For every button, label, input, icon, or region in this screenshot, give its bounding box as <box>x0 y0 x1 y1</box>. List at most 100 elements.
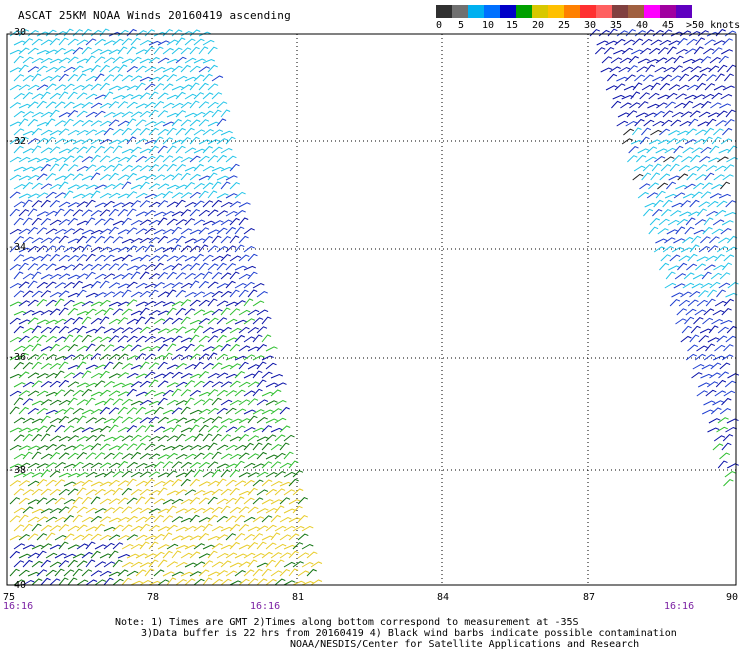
wind-barb <box>714 344 726 352</box>
wind-barb <box>265 418 278 424</box>
wind-barb <box>18 427 31 433</box>
wind-barb <box>713 128 724 136</box>
wind-barb <box>13 472 26 478</box>
wind-barb <box>121 238 134 244</box>
wind-barb <box>139 523 150 532</box>
wind-barb <box>36 227 48 235</box>
wind-barb <box>72 444 84 451</box>
wind-barb <box>668 84 681 91</box>
wind-barb <box>711 184 723 190</box>
wind-barb <box>180 517 193 523</box>
wind-barb <box>703 48 715 55</box>
wind-barb <box>139 181 150 190</box>
wind-barb <box>180 172 191 181</box>
wind-barb <box>85 541 96 550</box>
wind-barb <box>207 335 219 343</box>
wind-barb <box>112 416 124 424</box>
wind-barb <box>641 38 653 46</box>
wind-barb <box>713 85 726 91</box>
wind-barb <box>36 445 49 451</box>
wind-barb <box>202 129 214 136</box>
wind-barb <box>94 202 107 208</box>
wind-barb <box>27 462 40 469</box>
wind-barb <box>184 166 197 172</box>
wind-barb <box>22 559 33 568</box>
wind-barb <box>211 433 222 442</box>
wind-barb <box>166 74 177 82</box>
wind-barb <box>707 337 720 343</box>
wind-barb <box>639 183 651 190</box>
wind-barb <box>139 127 150 136</box>
wind-barb <box>76 415 87 424</box>
wind-barb <box>297 515 308 523</box>
wind-barb <box>85 235 96 244</box>
wind-barb <box>211 166 224 172</box>
wind-barb <box>76 39 89 46</box>
wind-barb <box>18 209 30 217</box>
wind-barb <box>103 452 115 460</box>
wind-barb <box>45 191 57 199</box>
wind-barb <box>601 56 613 64</box>
wind-barb <box>292 505 303 514</box>
wind-barb <box>130 525 143 532</box>
wind-barb <box>108 172 119 181</box>
wind-barb <box>256 326 268 334</box>
wind-barb <box>198 444 211 451</box>
wind-barb <box>708 418 721 424</box>
wind-barb <box>202 165 215 172</box>
wind-barb <box>229 182 240 190</box>
wind-barb <box>247 309 260 316</box>
wind-barb <box>310 579 323 586</box>
wind-barb <box>265 524 277 532</box>
wind-barb <box>653 246 666 253</box>
wind-barb <box>166 364 179 370</box>
wind-barb <box>63 66 76 73</box>
wind-barb <box>76 235 87 244</box>
wind-barb <box>180 264 192 271</box>
wind-barb <box>40 129 53 136</box>
wind-barb <box>256 451 267 460</box>
wind-barb <box>654 66 667 73</box>
wind-barb <box>270 514 281 523</box>
wind-barb <box>712 219 725 226</box>
wind-barb <box>103 235 114 244</box>
wind-barb <box>198 371 209 379</box>
wind-barb <box>81 119 93 127</box>
wind-barb <box>220 219 233 226</box>
wind-barb <box>157 472 170 478</box>
wind-barb <box>67 184 80 190</box>
wind-barb <box>193 325 204 334</box>
wind-barb <box>31 343 42 352</box>
lon-label-81: 81 <box>292 592 305 603</box>
wind-barb <box>63 118 74 127</box>
wind-barb <box>63 569 75 577</box>
wind-barb <box>31 217 42 226</box>
wind-barb <box>117 427 130 433</box>
wind-barb <box>688 74 700 82</box>
wind-barb <box>632 127 642 136</box>
wind-barb <box>94 235 105 244</box>
wind-barb <box>657 94 670 100</box>
wind-barb <box>36 533 48 541</box>
wind-barb <box>180 209 192 217</box>
wind-barb <box>40 199 51 208</box>
wind-barb <box>234 265 247 271</box>
wind-barb <box>713 174 725 181</box>
wind-barb <box>724 211 737 217</box>
wind-barb <box>99 28 110 37</box>
wind-barb <box>704 83 716 91</box>
wind-barb <box>54 553 67 559</box>
wind-barb <box>270 552 282 559</box>
wind-barb <box>153 66 166 73</box>
wind-barb <box>633 165 646 172</box>
wind-barb <box>58 560 70 568</box>
wind-barb <box>27 174 40 181</box>
wind-barb <box>193 507 206 514</box>
wind-barb <box>687 299 699 307</box>
wind-barb <box>689 110 701 118</box>
note-line-3: NOAA/NESDIS/Center for Satellite Applica… <box>290 639 640 650</box>
wind-barb <box>9 444 22 451</box>
wind-barb <box>641 127 651 136</box>
wind-barb <box>85 559 96 568</box>
wind-barb <box>85 417 97 424</box>
